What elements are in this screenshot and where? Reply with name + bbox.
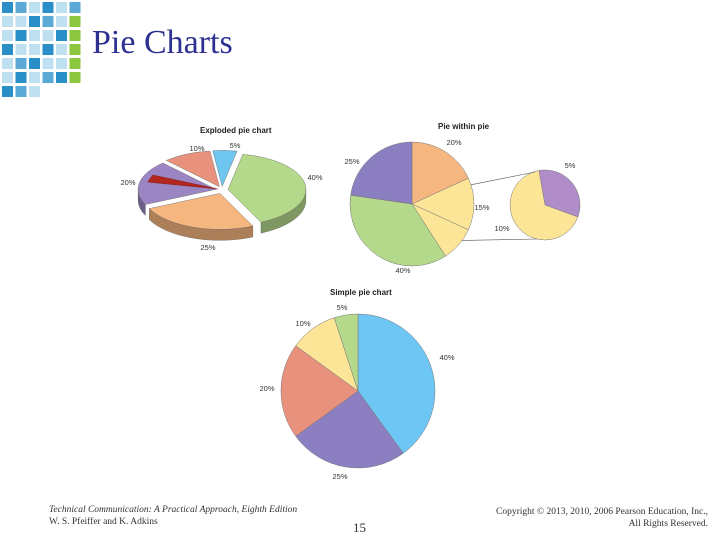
decorative-tile bbox=[29, 58, 40, 69]
decorative-tile bbox=[42, 2, 54, 13]
pie-slice bbox=[295, 390, 404, 469]
pie-slice-label: 20% bbox=[446, 138, 461, 147]
decorative-tile bbox=[15, 44, 27, 55]
pie-slice bbox=[349, 194, 446, 267]
decorative-tile bbox=[2, 16, 13, 27]
pie-slice-label: 20% bbox=[259, 384, 274, 393]
footer-book-title: Technical Communication: A Practical App… bbox=[49, 505, 298, 515]
detail-pie-slice bbox=[538, 169, 581, 218]
decorative-tile bbox=[15, 30, 27, 41]
decorative-tile bbox=[69, 44, 81, 55]
decorative-tile bbox=[42, 44, 54, 55]
pie-slice-label: 5% bbox=[337, 303, 348, 312]
decorative-tile bbox=[42, 58, 54, 69]
decorative-tile bbox=[15, 86, 27, 97]
pie-slice bbox=[411, 177, 475, 231]
page-number: 15 bbox=[353, 520, 366, 535]
decorative-tile bbox=[56, 30, 67, 41]
exploded-chart-title: Exploded pie chart bbox=[200, 126, 272, 135]
decorative-tile bbox=[29, 44, 40, 55]
copyright-line-2: All Rights Reserved. bbox=[628, 519, 708, 529]
decorative-tile bbox=[69, 2, 81, 13]
decorative-tile bbox=[56, 16, 67, 27]
pie-slice bbox=[333, 313, 359, 392]
decorative-tile bbox=[15, 58, 27, 69]
footer-authors: W. S. Pfeiffer and K. Adkins bbox=[49, 517, 158, 527]
detail-pie-slice bbox=[509, 170, 579, 241]
pie-slice-label: 10% bbox=[494, 224, 509, 233]
pie-slice-label: 25% bbox=[344, 157, 359, 166]
decorative-tile bbox=[56, 44, 67, 55]
decorative-tile bbox=[2, 86, 13, 97]
decorative-tile bbox=[2, 72, 13, 83]
pie-within-pie-chart-title: Pie within pie bbox=[438, 122, 490, 131]
pie-slice-label: 40% bbox=[439, 353, 454, 362]
pie-slice-label: 5% bbox=[230, 141, 241, 150]
decorative-tile bbox=[2, 30, 13, 41]
decorative-tile bbox=[29, 86, 40, 97]
decorative-tile bbox=[56, 58, 67, 69]
decorative-tile bbox=[56, 72, 67, 83]
copyright-notice: Copyright © 2013, 2010, 2006 Pearson Edu… bbox=[496, 506, 708, 530]
pie-slice-label: 10% bbox=[189, 144, 204, 153]
decorative-tile bbox=[69, 16, 81, 27]
pie-charts-figure: Exploded pie chart 5% 40% 25% 20% 10% Pie wit… bbox=[120, 122, 581, 481]
decorative-tile bbox=[2, 58, 13, 69]
pie-within-pie-chart: Pie within pie 20% 15% 10% 40% 25% 5% bbox=[344, 122, 581, 275]
decorative-tile bbox=[29, 16, 40, 27]
decorative-tile bbox=[2, 44, 13, 55]
decorative-tile bbox=[15, 2, 27, 13]
decorative-tile bbox=[69, 58, 81, 69]
pie-slice-label: 10% bbox=[295, 319, 310, 328]
decorative-tile bbox=[42, 30, 54, 41]
pie-slice-label: 40% bbox=[395, 266, 410, 275]
decorative-tile bbox=[29, 30, 40, 41]
pie-slice bbox=[227, 154, 307, 223]
pie-slice bbox=[280, 345, 359, 437]
connector-line bbox=[462, 238, 538, 241]
simple-pie-chart: Simple pie chart 40% 25% 20% 10% 5% bbox=[259, 288, 454, 481]
decorative-tile bbox=[2, 2, 13, 13]
pie-slice bbox=[411, 141, 469, 205]
decorative-tile bbox=[42, 16, 54, 27]
pie-slice-label: 25% bbox=[332, 472, 347, 481]
decorative-tile bbox=[15, 72, 27, 83]
decorative-tile bbox=[69, 72, 81, 83]
connector-line bbox=[470, 171, 536, 186]
decorative-tile bbox=[42, 72, 54, 83]
pie-slice-label: 15% bbox=[474, 203, 489, 212]
pie-slice bbox=[350, 141, 413, 205]
simple-chart-title: Simple pie chart bbox=[330, 288, 392, 297]
exploded-pie-chart: Exploded pie chart 5% 40% 25% 20% 10% bbox=[120, 126, 322, 252]
pie-slice bbox=[148, 193, 254, 230]
pie-slice-accent bbox=[147, 174, 219, 190]
detail-pie-slice-label: 5% bbox=[565, 161, 576, 170]
pie-slice-label: 20% bbox=[120, 178, 135, 187]
copyright-line-1: Copyright © 2013, 2010, 2006 Pearson Edu… bbox=[496, 507, 708, 517]
decorative-tile bbox=[29, 2, 40, 13]
decorative-tile bbox=[15, 16, 27, 27]
footer-citation: Technical Communication: A Practical App… bbox=[49, 504, 297, 528]
page-title: Pie Charts bbox=[92, 24, 233, 61]
pie-slice bbox=[357, 313, 436, 454]
pie-slice bbox=[212, 150, 238, 188]
pie-slice-label: 40% bbox=[307, 173, 322, 182]
decorative-tile bbox=[56, 2, 67, 13]
decorative-tile-grid bbox=[2, 2, 81, 97]
pie-slice-label: 25% bbox=[200, 243, 215, 252]
decorative-tile bbox=[29, 72, 40, 83]
pie-slice bbox=[165, 150, 220, 188]
decorative-tile bbox=[69, 30, 81, 41]
